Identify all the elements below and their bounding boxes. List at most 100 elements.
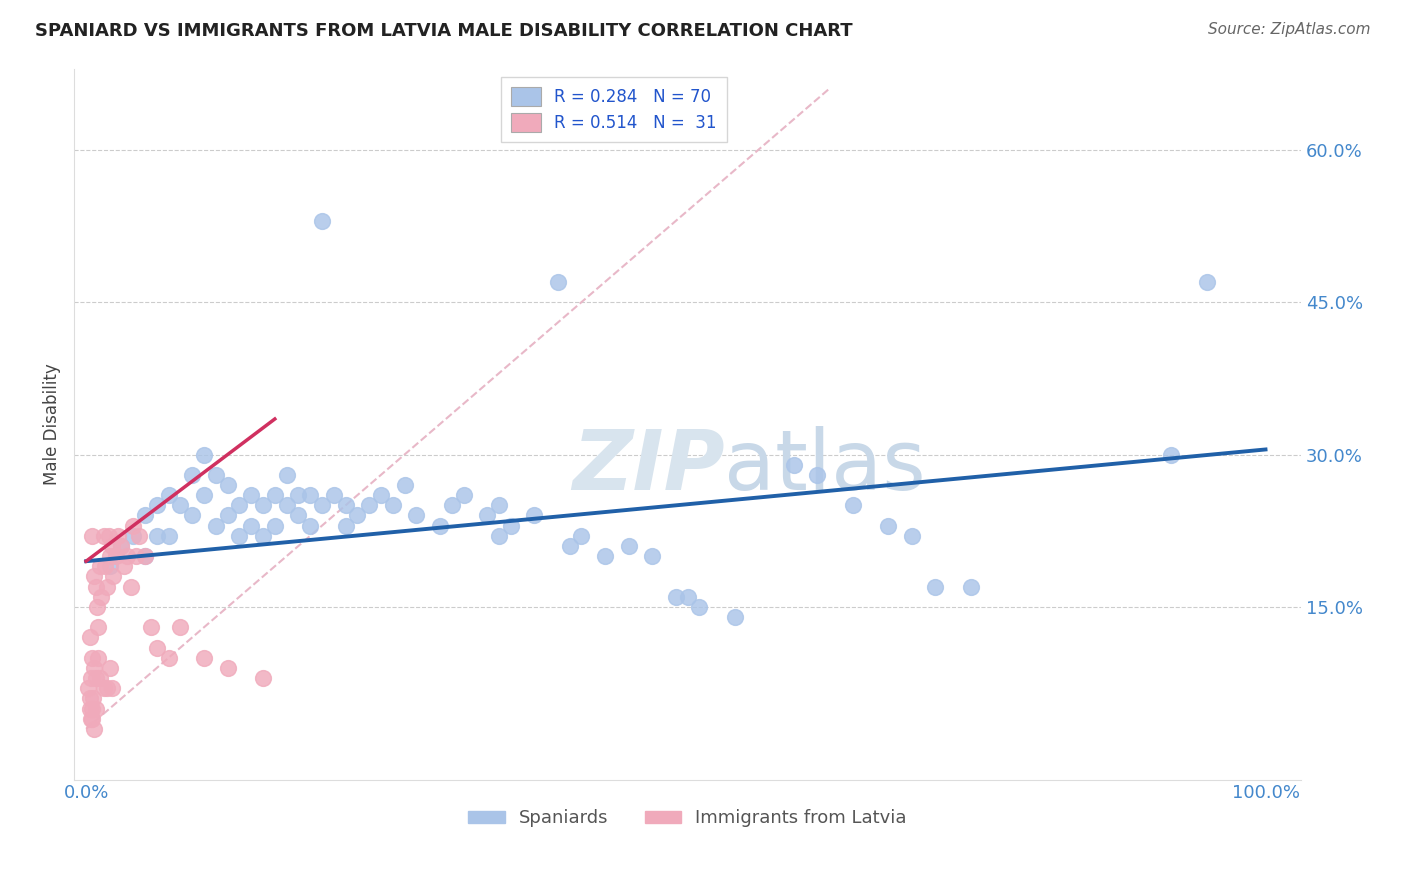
Point (783, 458, 806, 472)
Point (80, 701, 103, 715)
Y-axis label: Male Disability: Male Disability (44, 363, 60, 485)
Point (665, 590, 688, 604)
Point (322, 488, 344, 502)
Point (841, 499, 863, 513)
Point (877, 518, 900, 533)
Point (134, 549, 156, 563)
Point (806, 467, 828, 482)
Point (453, 488, 475, 502)
Point (381, 499, 404, 513)
Point (107, 529, 129, 543)
Point (122, 529, 145, 543)
Point (157, 529, 180, 543)
Point (488, 499, 510, 513)
Point (97, 529, 120, 543)
Point (83, 661, 105, 675)
Point (112, 559, 135, 574)
Point (571, 529, 593, 543)
Point (83, 569, 105, 583)
Point (98, 559, 121, 574)
Point (217, 508, 239, 523)
Point (359, 499, 381, 513)
Point (252, 671, 274, 685)
Point (405, 508, 427, 523)
Point (98, 661, 121, 675)
Point (499, 518, 522, 533)
Point (128, 529, 150, 543)
Point (104, 549, 127, 563)
Point (146, 529, 169, 543)
Point (181, 508, 204, 523)
Point (80, 712, 103, 726)
Point (87, 620, 110, 634)
Point (101, 539, 124, 553)
Point (287, 488, 309, 502)
Point (110, 539, 132, 553)
Point (263, 518, 285, 533)
Point (523, 508, 546, 523)
Point (146, 640, 169, 655)
Point (394, 478, 416, 492)
Point (617, 539, 640, 553)
Point (146, 499, 169, 513)
Point (84, 701, 107, 715)
Point (1160, 448, 1182, 462)
Point (93, 529, 115, 543)
Point (87, 650, 110, 665)
Point (440, 499, 463, 513)
Point (217, 661, 239, 675)
Point (101, 681, 124, 696)
Point (240, 488, 263, 502)
Point (86, 599, 108, 614)
Point (94, 559, 117, 574)
Point (134, 508, 156, 523)
Point (593, 549, 616, 563)
Point (228, 499, 250, 513)
Point (79, 701, 101, 715)
Text: atlas: atlas (724, 426, 927, 508)
Point (276, 499, 298, 513)
Point (117, 549, 139, 563)
Point (93, 681, 115, 696)
Point (89, 559, 111, 574)
Point (169, 499, 191, 513)
Point (263, 488, 285, 502)
Point (676, 590, 699, 604)
Point (299, 488, 322, 502)
Point (77, 681, 100, 696)
Point (122, 518, 145, 533)
Point (83, 722, 105, 736)
Point (488, 529, 510, 543)
Point (89, 671, 111, 685)
Point (287, 508, 309, 523)
Point (299, 518, 322, 533)
Point (80, 712, 103, 726)
Point (193, 650, 215, 665)
Point (429, 518, 451, 533)
Point (82, 691, 104, 706)
Point (193, 488, 215, 502)
Point (1195, 275, 1218, 289)
Point (80, 671, 103, 685)
Point (139, 620, 162, 634)
Point (547, 275, 569, 289)
Point (252, 499, 274, 513)
Text: SPANIARD VS IMMIGRANTS FROM LATVIA MALE DISABILITY CORRELATION CHART: SPANIARD VS IMMIGRANTS FROM LATVIA MALE … (35, 22, 853, 40)
Point (103, 569, 125, 583)
Point (84, 580, 107, 594)
Point (205, 518, 228, 533)
Point (311, 499, 333, 513)
Text: Source: ZipAtlas.com: Source: ZipAtlas.com (1208, 22, 1371, 37)
Point (181, 467, 204, 482)
Point (252, 529, 274, 543)
Point (641, 549, 664, 563)
Point (346, 508, 368, 523)
Point (900, 529, 922, 543)
Point (79, 631, 101, 645)
Point (475, 508, 498, 523)
Point (80, 650, 103, 665)
Point (96, 580, 118, 594)
Point (134, 549, 156, 563)
Point (96, 681, 118, 696)
Point (157, 488, 180, 502)
